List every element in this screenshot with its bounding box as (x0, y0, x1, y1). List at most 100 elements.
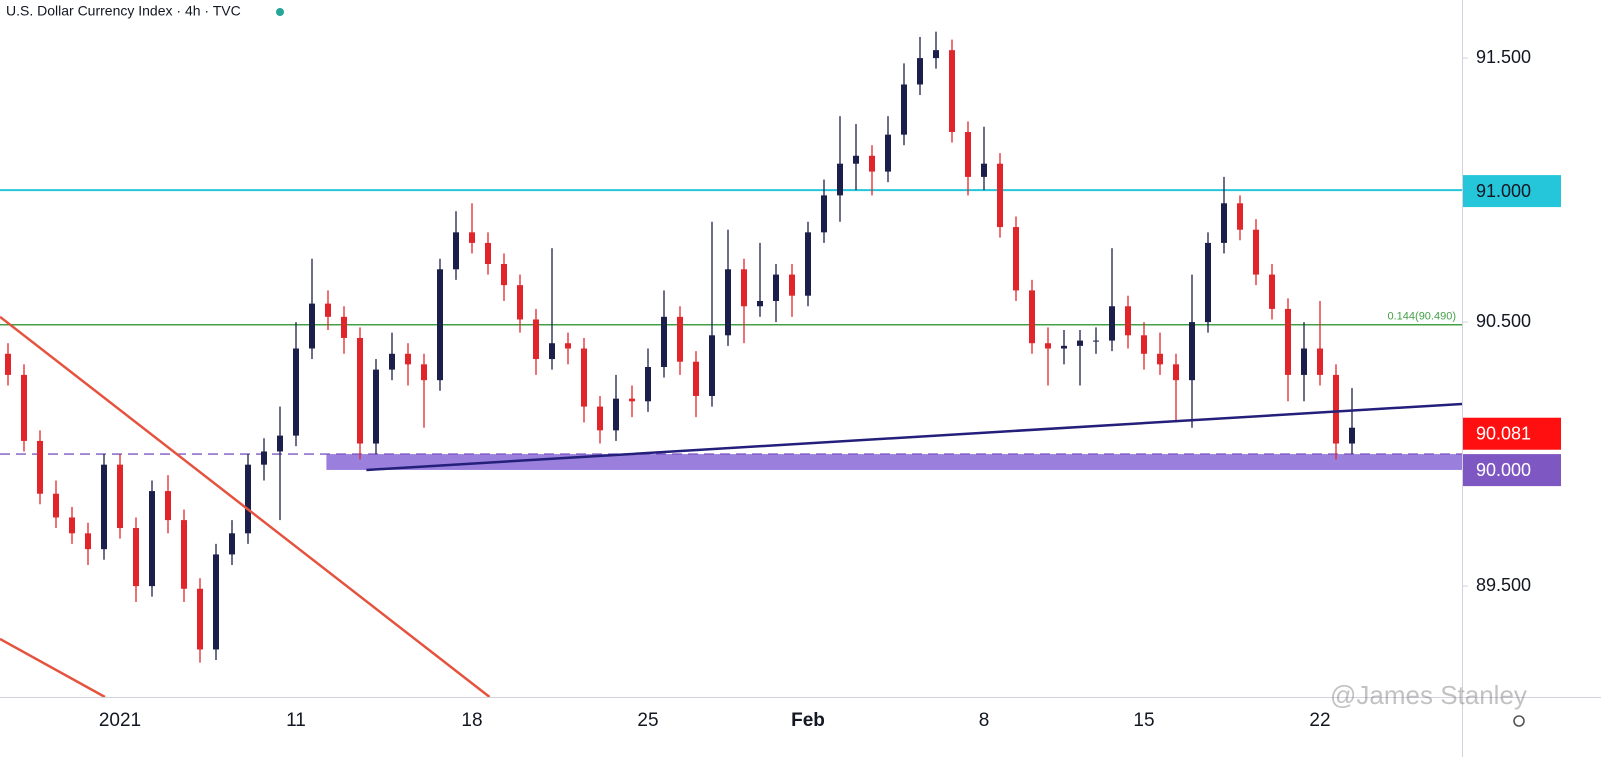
candle-body (485, 242, 491, 265)
candle-body (133, 528, 139, 587)
candle-body (197, 588, 203, 650)
candle-body (1125, 306, 1131, 336)
candle-body (853, 155, 859, 164)
candle-body (549, 343, 555, 360)
candle-body (5, 353, 11, 375)
candle-body (101, 464, 107, 550)
candle-body (1157, 353, 1163, 365)
candle-body (981, 163, 987, 177)
candle-body (325, 303, 331, 317)
candle-body (405, 353, 411, 365)
candle-body (501, 264, 507, 286)
price-label-box (1463, 454, 1561, 487)
candle-body (949, 50, 955, 133)
price-label-box (1463, 417, 1561, 450)
x-tick-label: 8 (979, 710, 990, 731)
candle-body (229, 533, 235, 555)
plot-area (0, 31, 1462, 697)
candle-body (213, 554, 219, 650)
candle-body (1285, 308, 1291, 375)
candle-body (597, 406, 603, 431)
candle-body (997, 163, 1003, 228)
candle-body (1013, 227, 1019, 291)
candle-body (677, 316, 683, 362)
trend-line (366, 402, 1462, 472)
candle-body (53, 493, 59, 518)
price-label: 91.000 (1476, 181, 1531, 201)
candle-body (1237, 203, 1243, 230)
candle-body (37, 440, 43, 494)
x-tick-label: 11 (286, 710, 306, 731)
candle-body (581, 348, 587, 407)
candle-body (277, 435, 283, 452)
candle-body (1301, 348, 1307, 375)
x-tick-label: 18 (461, 710, 482, 731)
support-zone (326, 454, 1462, 470)
candle-body (517, 285, 523, 320)
candle-body (293, 348, 299, 436)
candle-body (309, 303, 315, 349)
settings-icon[interactable] (1513, 715, 1525, 727)
candle-body (709, 335, 715, 397)
x-tick-label: Feb (791, 710, 825, 731)
price-label-box (1463, 175, 1561, 208)
price-label: 90.081 (1476, 423, 1531, 443)
candle-body (373, 369, 379, 444)
candle-body (469, 232, 475, 243)
candle-body (437, 269, 443, 381)
y-tick-label: 90.500 (1476, 311, 1531, 331)
candle-body (725, 269, 731, 336)
candle-body (565, 343, 571, 349)
candle-body (357, 337, 363, 444)
candle-body (645, 366, 651, 402)
trend-line (0, 637, 106, 697)
candle-body (821, 195, 827, 233)
x-tick-label: 25 (637, 710, 658, 731)
candle-body (1221, 203, 1227, 243)
candle-body (933, 50, 939, 59)
candle-body (629, 398, 635, 402)
candle-body (805, 232, 811, 296)
status-dot (276, 8, 284, 16)
x-tick-label: 22 (1309, 710, 1330, 731)
candle-body (869, 155, 875, 172)
candle-body (965, 132, 971, 177)
candle-body (661, 316, 667, 367)
candle-body (1189, 322, 1195, 381)
candle-body (117, 464, 123, 529)
candle-body (421, 364, 427, 381)
candle-body (1093, 340, 1099, 342)
candle-body (757, 300, 763, 307)
candle-body (533, 319, 539, 360)
candle-body (789, 274, 795, 296)
candle-body (1253, 229, 1259, 275)
candle-body (1029, 290, 1035, 344)
candle-body (613, 398, 619, 431)
chart-title: U.S. Dollar Currency Index · 4h · TVC (6, 3, 241, 19)
y-tick-label: 89.500 (1476, 575, 1531, 595)
candle-body (21, 374, 27, 441)
candle-body (1269, 274, 1275, 309)
candle-body (389, 353, 395, 370)
candle-body (1045, 343, 1051, 349)
x-tick-label: 2021 (99, 710, 141, 731)
candle-body (885, 134, 891, 172)
candle-body (1141, 335, 1147, 354)
x-tick-label: 15 (1133, 710, 1154, 731)
trend-line (0, 315, 491, 697)
candle-body (901, 84, 907, 135)
candle-body (341, 316, 347, 338)
candle-body (261, 451, 267, 465)
price-label: 90.000 (1476, 460, 1531, 480)
gear[interactable] (1513, 715, 1525, 727)
candle-body (69, 517, 75, 534)
candle-body (453, 232, 459, 270)
candle-body (773, 274, 779, 301)
candle-body (741, 269, 747, 307)
candle-body (1317, 348, 1323, 375)
candle-body (85, 533, 91, 550)
fib-label: 0.144(90.490) (1388, 311, 1457, 323)
candle-body (181, 520, 187, 589)
